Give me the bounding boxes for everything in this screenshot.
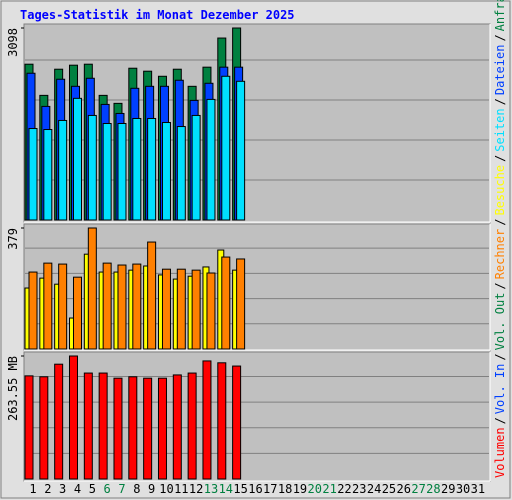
x-tick-label: 25 xyxy=(382,482,396,496)
legend-separator: / xyxy=(493,282,507,289)
x-tick-label: 8 xyxy=(133,482,140,496)
bar xyxy=(128,376,138,480)
bar xyxy=(147,117,157,221)
x-tick-label: 5 xyxy=(89,482,96,496)
x-tick-label: 11 xyxy=(174,482,188,496)
x-tick-label: 10 xyxy=(159,482,173,496)
bar xyxy=(28,128,38,221)
x-tick-label: 26 xyxy=(397,482,411,496)
bar xyxy=(72,97,82,221)
legend-entry: Rechner xyxy=(493,229,507,280)
y-tick-label: 263.55 MB xyxy=(6,356,20,421)
x-tick-label: 22 xyxy=(337,482,351,496)
x-tick-label: 20 xyxy=(308,482,322,496)
x-tick-label: 17 xyxy=(263,482,277,496)
legend-entry: Vol. In xyxy=(493,364,507,415)
bar xyxy=(132,263,142,350)
bar xyxy=(28,271,38,350)
legend-separator: / xyxy=(493,417,507,424)
bar xyxy=(58,119,68,221)
x-tick-label: 21 xyxy=(322,482,336,496)
bar xyxy=(191,269,201,350)
x-tick-label: 23 xyxy=(352,482,366,496)
legend-entry: Dateien xyxy=(493,45,507,96)
x-tick-label: 6 xyxy=(104,482,111,496)
legend: Volumen / Vol. In / Vol. Out / Rechner / Besuche… xyxy=(493,0,507,478)
x-tick-label: 1 xyxy=(29,482,36,496)
x-tick-label: 9 xyxy=(148,482,155,496)
bar xyxy=(43,262,53,350)
chart-title: Tages-Statistik im Monat Dezember 2025 xyxy=(20,8,295,22)
bar xyxy=(68,355,78,480)
bar xyxy=(24,375,34,480)
y-tick-label: 3098 xyxy=(6,28,20,57)
x-tick-label: 30 xyxy=(456,482,470,496)
legend-separator: / xyxy=(493,155,507,162)
x-tick-label: 24 xyxy=(367,482,381,496)
legend-separator: / xyxy=(493,219,507,226)
x-tick-label: 2 xyxy=(44,482,51,496)
x-tick-label: 15 xyxy=(233,482,247,496)
bar xyxy=(187,372,197,480)
bar xyxy=(132,117,142,221)
x-tick-label: 29 xyxy=(441,482,455,496)
x-tick-label: 18 xyxy=(278,482,292,496)
legend-separator: / xyxy=(493,353,507,360)
bar xyxy=(221,256,231,350)
x-tick-label: 13 xyxy=(204,482,218,496)
x-tick-label: 28 xyxy=(426,482,440,496)
x-tick-label: 31 xyxy=(471,482,485,496)
bar xyxy=(161,268,171,350)
bar xyxy=(176,126,186,221)
x-tick-label: 19 xyxy=(293,482,307,496)
bar xyxy=(117,264,127,350)
x-tick-label: 14 xyxy=(219,482,233,496)
bar xyxy=(206,98,216,221)
bar xyxy=(143,377,153,480)
bar xyxy=(72,276,82,350)
legend-entry: Seiten xyxy=(493,108,507,151)
bar xyxy=(87,227,97,350)
x-tick-label: 4 xyxy=(74,482,81,496)
x-tick-label: 7 xyxy=(118,482,125,496)
bar xyxy=(43,129,53,221)
bar xyxy=(236,80,246,221)
legend-entry: Volumen xyxy=(493,427,507,478)
bar xyxy=(83,372,93,480)
bar xyxy=(102,123,112,221)
bar xyxy=(202,360,212,480)
x-tick-label: 12 xyxy=(189,482,203,496)
bar xyxy=(176,268,186,350)
x-tick-label: 16 xyxy=(248,482,262,496)
bar xyxy=(157,377,167,480)
bar xyxy=(191,114,201,221)
legend-entry: Besuche xyxy=(493,165,507,216)
bar xyxy=(172,374,182,480)
bar xyxy=(236,258,246,350)
legend-entry: Anfragen xyxy=(493,0,507,31)
x-tick-label: 27 xyxy=(411,482,425,496)
bar xyxy=(87,114,97,221)
bar xyxy=(39,376,49,480)
bar xyxy=(206,272,216,350)
x-tick-label: 3 xyxy=(59,482,66,496)
bar xyxy=(102,262,112,350)
bar xyxy=(147,241,157,350)
bar xyxy=(161,122,171,221)
y-tick-label: 379 xyxy=(6,228,20,250)
legend-separator: / xyxy=(493,98,507,105)
bar xyxy=(113,377,123,480)
legend-entry: Vol. Out xyxy=(493,293,507,351)
panel xyxy=(23,351,491,482)
bar xyxy=(232,365,242,480)
bar xyxy=(54,363,64,480)
legend-separator: / xyxy=(493,34,507,41)
bar xyxy=(117,123,127,221)
bar xyxy=(58,263,68,350)
bar xyxy=(98,372,108,480)
bar xyxy=(221,75,231,221)
bar xyxy=(217,362,227,480)
